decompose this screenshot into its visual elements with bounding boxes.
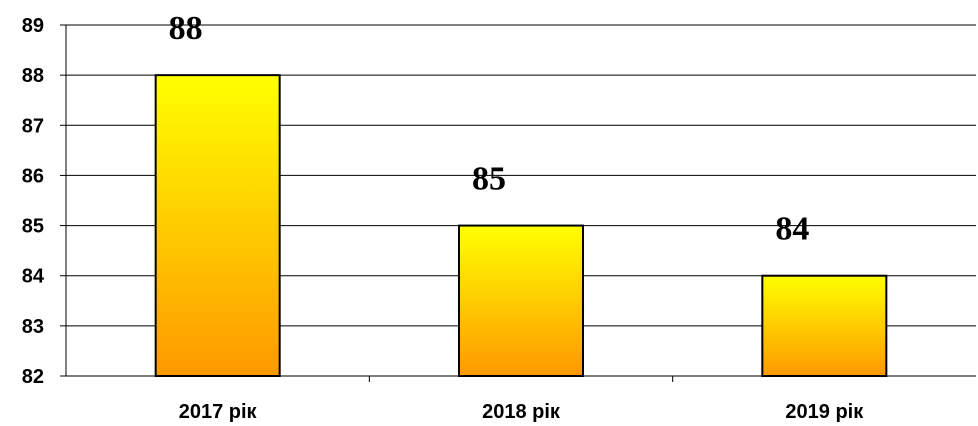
data-label: 85 bbox=[472, 161, 506, 198]
x-category-label: 2018 рік bbox=[482, 401, 561, 423]
x-category-label: 2019 рік bbox=[785, 401, 864, 423]
y-tick-label: 83 bbox=[22, 316, 44, 338]
y-tick-label: 88 bbox=[22, 65, 44, 87]
labels: 82 83 84 85 86 87 88 89 88 2017 рік 85 2018 рік 84 20… bbox=[22, 10, 864, 423]
y-tick-label: 86 bbox=[22, 165, 44, 187]
y-tick-label: 82 bbox=[22, 366, 44, 388]
bar bbox=[154, 74, 281, 378]
bars bbox=[154, 74, 888, 378]
data-label: 84 bbox=[775, 211, 809, 248]
y-tick-label: 85 bbox=[22, 216, 44, 238]
data-label: 88 bbox=[169, 10, 203, 47]
bar bbox=[458, 224, 584, 377]
y-tick-label: 84 bbox=[22, 266, 45, 288]
y-tick-label: 89 bbox=[22, 15, 44, 37]
x-category-label: 2017 рік bbox=[179, 401, 258, 423]
y-tick-label: 87 bbox=[22, 115, 44, 137]
bar bbox=[761, 274, 888, 378]
